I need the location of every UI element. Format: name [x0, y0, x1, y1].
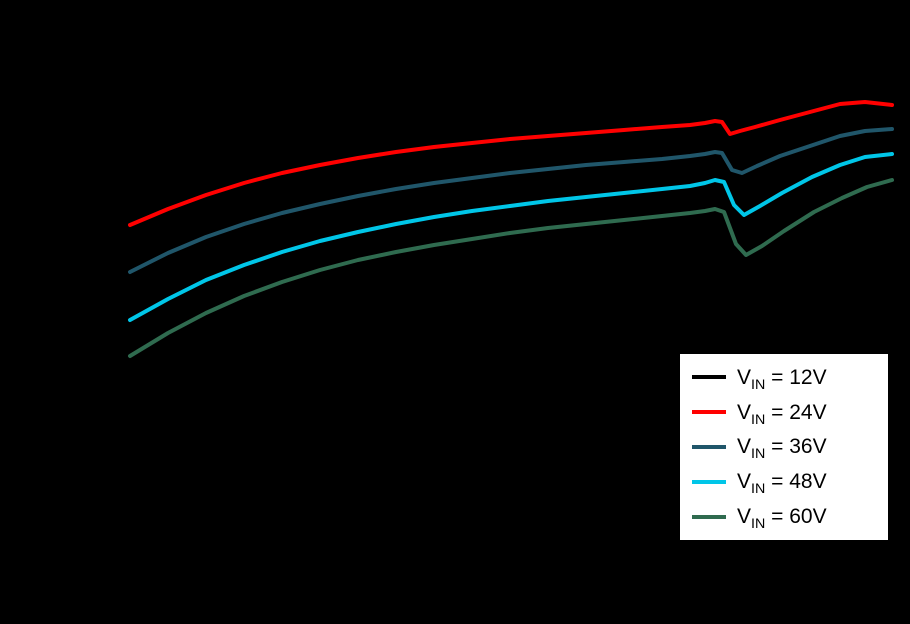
series-line-vin-24v	[128, 100, 894, 227]
legend: VIN = 12V VIN = 24V VIN = 36V VIN = 48V …	[678, 352, 890, 542]
legend-label-vin-36v: VIN = 36V	[737, 435, 827, 463]
legend-item-vin-24v: VIN = 24V	[692, 400, 876, 428]
legend-swatch-vin-24v	[692, 410, 726, 415]
legend-item-vin-48v: VIN = 48V	[692, 470, 876, 498]
legend-item-vin-12v: VIN = 12V	[692, 365, 876, 394]
series-line-vin-12v	[128, 97, 894, 217]
series-line-vin-48v	[128, 152, 894, 322]
legend-label-vin-48v: VIN = 48V	[737, 470, 827, 498]
legend-swatch-vin-36v	[692, 444, 726, 449]
legend-label-vin-24v: VIN = 24V	[737, 400, 827, 428]
legend-label-vin-60v: VIN = 60V	[737, 505, 827, 533]
legend-swatch-vin-60v	[692, 514, 726, 519]
legend-item-vin-60v: VIN = 60V	[692, 505, 876, 533]
legend-label-vin-12v: VIN = 12V	[737, 365, 827, 394]
series-line-vin-36v	[128, 127, 894, 274]
series-line-vin-60v	[128, 178, 894, 358]
legend-item-vin-36v: VIN = 36V	[692, 435, 876, 463]
legend-swatch-vin-12v	[692, 375, 726, 380]
legend-swatch-vin-48v	[692, 479, 726, 484]
